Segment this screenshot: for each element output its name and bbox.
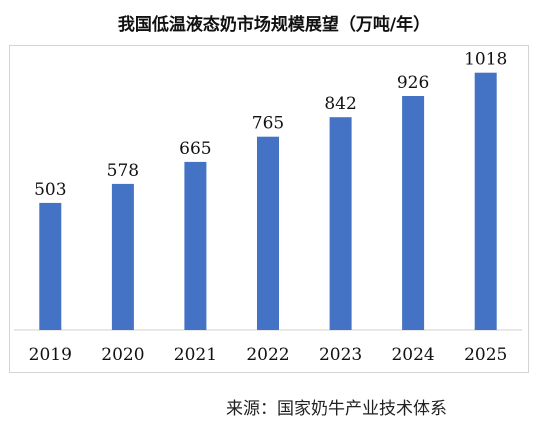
data-label-2021: 665 — [179, 139, 211, 159]
bar-2023 — [329, 117, 352, 330]
bar-2019 — [39, 202, 62, 330]
data-label-2020: 578 — [107, 161, 139, 181]
x-tick-label-2025: 2025 — [464, 345, 507, 365]
bar-2022 — [257, 136, 279, 330]
data-label-2024: 926 — [397, 73, 429, 93]
x-tick-label-2020: 2020 — [101, 345, 144, 365]
chart-frame — [9, 45, 529, 373]
bar-2020 — [111, 183, 134, 330]
data-label-2019: 503 — [34, 180, 66, 200]
x-tick-label-2022: 2022 — [246, 345, 289, 365]
x-tick-label-2023: 2023 — [319, 345, 362, 365]
data-label-2022: 765 — [252, 114, 284, 134]
data-label-2025: 1018 — [464, 50, 507, 70]
source-note: 来源：国家奶牛产业技术体系 — [226, 399, 447, 419]
chart-title: 我国低温液态奶市场规模展望（万吨/年） — [117, 15, 431, 35]
bar-2021 — [184, 161, 207, 330]
x-tick-label-2024: 2024 — [391, 345, 434, 365]
x-tick-label-2019: 2019 — [29, 345, 72, 365]
data-label-2023: 842 — [324, 94, 356, 114]
x-tick-label-2021: 2021 — [174, 345, 217, 365]
bar-2025 — [474, 72, 497, 330]
bar-2024 — [402, 96, 425, 330]
